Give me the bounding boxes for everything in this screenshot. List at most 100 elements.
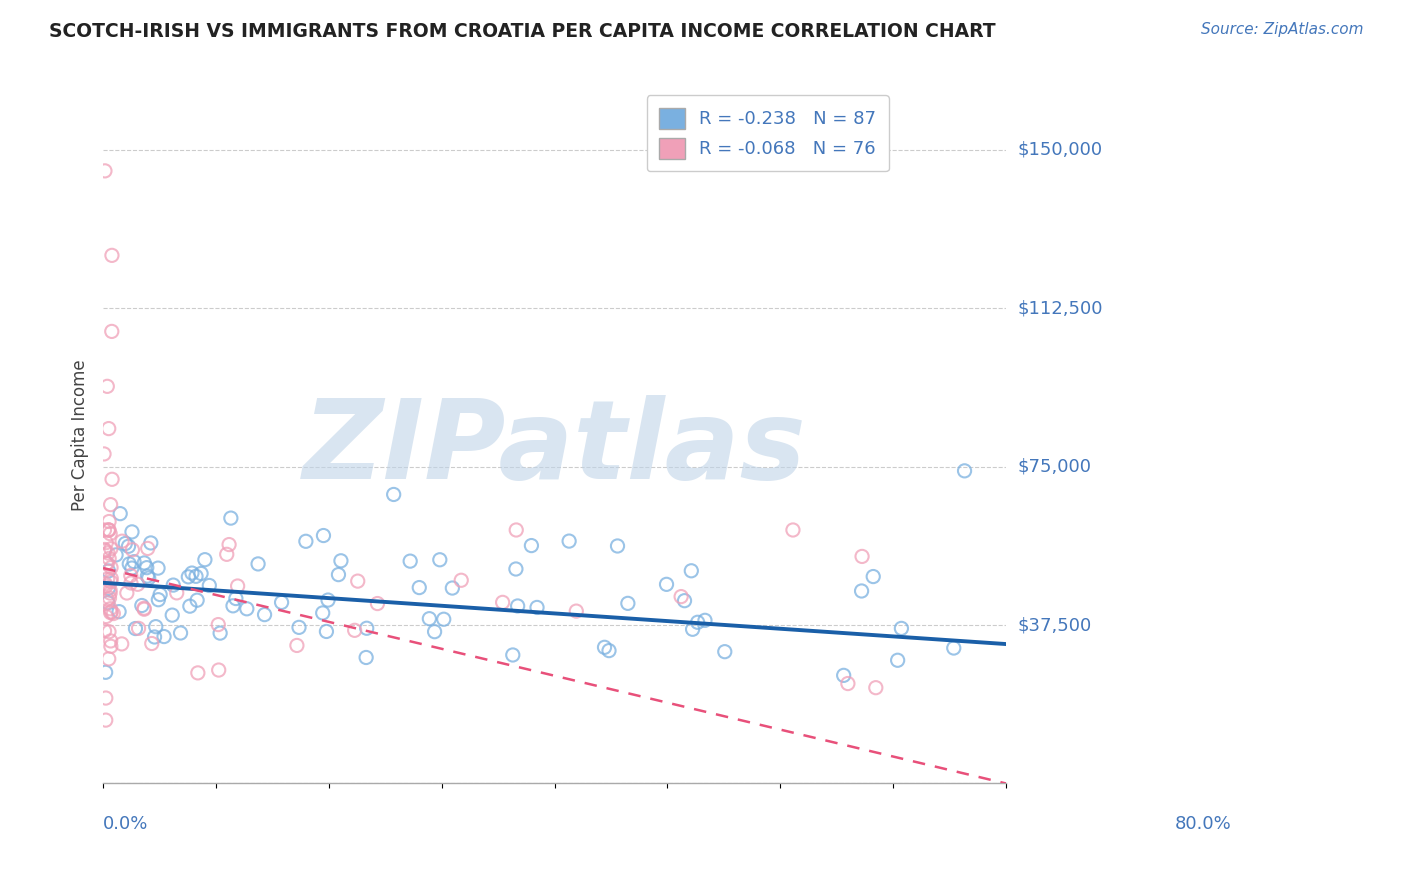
Point (111, 637, 134, 651)
Point (97, 596, 120, 610)
Point (506, 599, 529, 613)
Point (505, 523, 527, 537)
Text: $75,000: $75,000 (1017, 458, 1091, 475)
Point (101, 248, 124, 262)
Point (97, 564, 120, 578)
Point (96, 557, 118, 571)
Point (143, 630, 166, 644)
Point (285, 639, 308, 653)
Point (162, 578, 184, 592)
Point (100, 634, 122, 648)
Point (832, 668, 855, 682)
Point (108, 507, 131, 521)
Point (100, 606, 122, 620)
Point (93, 447, 115, 461)
Text: $112,500: $112,500 (1017, 299, 1102, 318)
Point (94, 713, 117, 727)
Point (100, 541, 122, 556)
Point (686, 615, 709, 630)
Point (851, 549, 873, 564)
Point (127, 577, 149, 591)
Point (606, 539, 628, 553)
Point (122, 555, 145, 569)
Point (94, 609, 117, 624)
Point (97, 582, 120, 596)
Point (94, 691, 117, 706)
Point (198, 578, 221, 592)
Point (673, 593, 696, 607)
Point (491, 595, 513, 609)
Point (399, 554, 422, 568)
Point (520, 539, 543, 553)
Point (526, 600, 548, 615)
Point (247, 557, 270, 571)
Point (187, 665, 209, 680)
Text: ZIPatlas: ZIPatlas (302, 395, 807, 502)
Point (121, 542, 143, 557)
Point (100, 605, 122, 619)
Point (115, 586, 138, 600)
Text: 80.0%: 80.0% (1175, 815, 1232, 833)
Point (617, 596, 640, 610)
Point (138, 571, 160, 585)
Point (682, 622, 704, 636)
Point (108, 605, 131, 619)
Point (100, 574, 122, 589)
Legend: R = -0.238   N = 87, R = -0.068   N = 76: R = -0.238 N = 87, R = -0.068 N = 76 (647, 95, 889, 171)
Point (593, 640, 616, 655)
Point (98, 583, 121, 598)
Point (93, 542, 115, 557)
Point (207, 617, 229, 632)
Point (121, 524, 143, 539)
Point (101, 472, 124, 486)
Point (94, 164, 117, 178)
Point (149, 588, 172, 602)
Point (134, 602, 156, 616)
Point (96, 379, 118, 393)
Point (236, 602, 259, 616)
Point (148, 592, 170, 607)
Point (423, 624, 446, 639)
Point (100, 498, 122, 512)
Point (713, 645, 735, 659)
Point (145, 620, 167, 634)
Point (97, 652, 120, 666)
Point (146, 561, 169, 575)
Point (160, 608, 183, 623)
Point (96, 535, 118, 549)
Point (131, 599, 153, 613)
Point (97, 421, 120, 435)
Point (179, 599, 201, 614)
Point (96, 557, 118, 571)
Point (655, 577, 678, 591)
Point (505, 562, 527, 576)
Point (105, 548, 128, 562)
Point (100, 560, 122, 574)
Point (890, 621, 912, 635)
Y-axis label: Per Capita Income: Per Capita Income (72, 359, 89, 511)
Point (354, 650, 377, 665)
Point (288, 620, 311, 634)
Point (225, 591, 247, 606)
Point (136, 569, 159, 583)
Point (98, 601, 121, 615)
Point (118, 557, 141, 571)
Point (218, 538, 240, 552)
Point (366, 597, 388, 611)
Point (98, 586, 121, 600)
Point (136, 541, 159, 556)
Point (681, 564, 703, 578)
Text: 0.0%: 0.0% (103, 815, 149, 833)
Point (94, 665, 117, 680)
Point (94, 579, 117, 593)
Point (851, 584, 873, 599)
Point (184, 569, 207, 583)
Point (153, 630, 176, 644)
Point (343, 624, 366, 638)
Point (886, 653, 908, 667)
Point (114, 536, 136, 550)
Point (441, 581, 464, 595)
Text: $37,500: $37,500 (1017, 616, 1091, 634)
Point (100, 640, 122, 654)
Point (226, 579, 249, 593)
